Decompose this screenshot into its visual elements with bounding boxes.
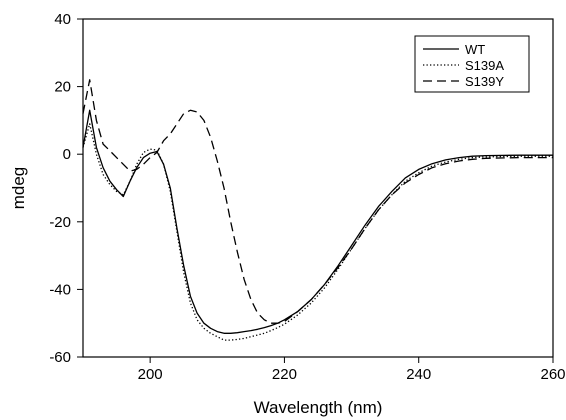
plot-frame [82, 18, 554, 358]
x-axis-title: Wavelength (nm) [254, 398, 383, 417]
series-line-s139a [82, 123, 553, 341]
plot-area: 200 220 240 260 -60 -40 -20 0 20 40 [49, 11, 565, 383]
y-axis-title: mdeg [9, 167, 28, 210]
y-tick-label: -60 [49, 349, 71, 366]
legend-label-s139a: S139A [465, 58, 504, 73]
series-line-s139y [82, 79, 553, 324]
y-tick-label: -40 [49, 281, 71, 298]
y-axis: -60 -40 -20 0 20 40 [49, 11, 83, 366]
series-line-wt [82, 109, 553, 334]
y-tick-label: 20 [54, 79, 71, 96]
legend-label-s139y: S139Y [465, 74, 504, 89]
x-tick-label: 200 [138, 366, 163, 383]
y-tick-label: -20 [49, 214, 71, 231]
y-tick-label: 0 [63, 146, 71, 163]
legend: WT S139A S139Y [414, 35, 530, 93]
x-axis: 200 220 240 260 [138, 357, 566, 383]
x-tick-label: 240 [406, 366, 431, 383]
legend-box [414, 35, 530, 93]
legend-label-wt: WT [465, 42, 485, 57]
x-tick-label: 220 [272, 366, 297, 383]
y-tick-label: 40 [54, 11, 71, 28]
series-lines [82, 79, 553, 341]
x-tick-label: 260 [540, 366, 565, 383]
